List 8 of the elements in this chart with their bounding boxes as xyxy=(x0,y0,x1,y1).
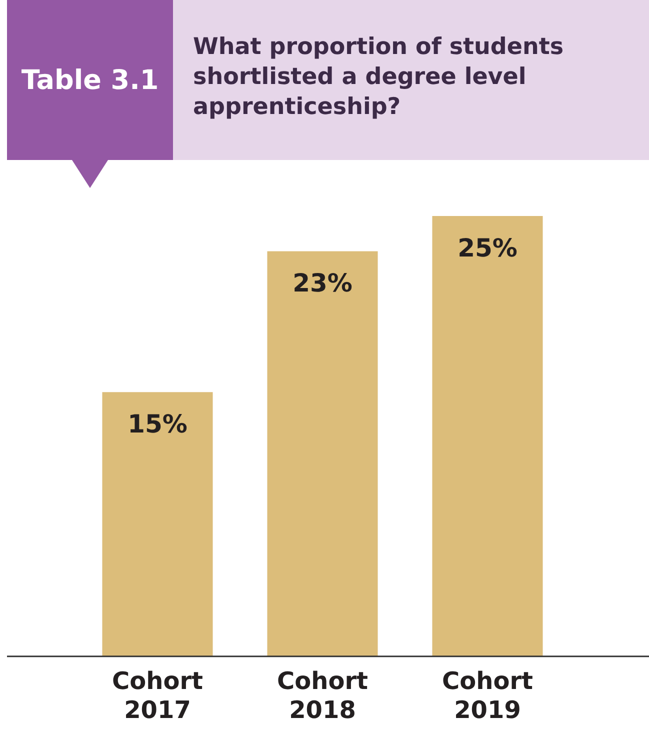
caption: Table 3.1 xyxy=(7,0,173,160)
data-label: 25% xyxy=(458,234,518,262)
x-tick-label: Cohort 2019 xyxy=(442,667,533,724)
x-tick-label: Cohort 2018 xyxy=(277,667,368,724)
chart-title: What proportion of students shortlisted a degree level apprenticeship? xyxy=(193,33,565,122)
data-label: 23% xyxy=(292,268,352,298)
data-label: 15% xyxy=(128,410,188,439)
x-tick-label: Cohort 2017 xyxy=(112,667,203,724)
